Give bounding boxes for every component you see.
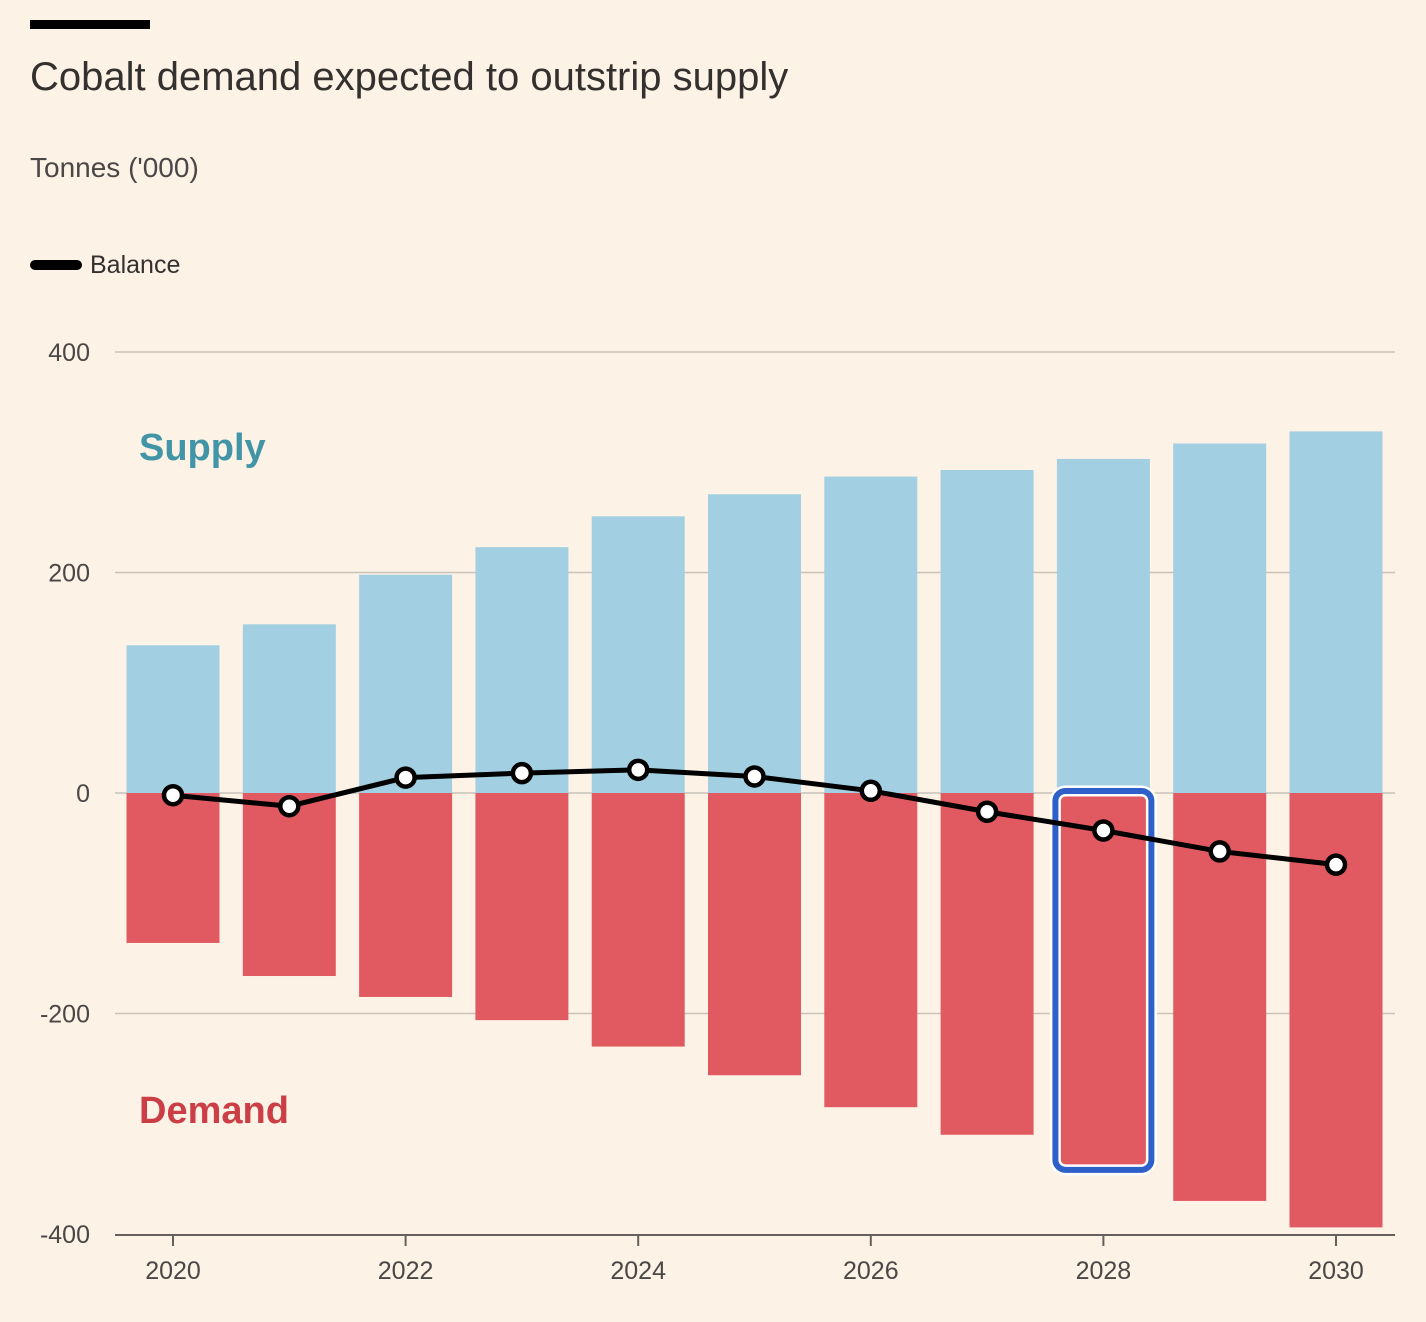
supply-bar bbox=[940, 469, 1034, 793]
y-tick-label: 200 bbox=[48, 560, 90, 588]
x-axis: 2020 2022 2024 2026 2028 2030 bbox=[115, 1234, 1395, 1285]
series-labels: Supply Demand bbox=[139, 427, 289, 1132]
legend: Balance bbox=[30, 248, 180, 282]
demand-bar bbox=[940, 793, 1034, 1135]
highlight bbox=[1049, 785, 1157, 1176]
x-tick-label: 2022 bbox=[378, 1257, 434, 1285]
x-tick-label: 2026 bbox=[843, 1257, 899, 1285]
supply-bar bbox=[242, 624, 336, 793]
balance-legend-swatch bbox=[30, 260, 82, 270]
balance-point bbox=[161, 783, 185, 807]
x-tick-label: 2028 bbox=[1076, 1257, 1132, 1285]
y-axis-labels: 400 200 0 -200 -400 bbox=[40, 339, 90, 1249]
chart-title: Cobalt demand expected to outstrip suppl… bbox=[30, 55, 789, 99]
x-tick-label: 2024 bbox=[610, 1257, 666, 1285]
demand-bar bbox=[359, 793, 453, 997]
y-tick-label: 400 bbox=[48, 339, 90, 367]
y-tick-label: -200 bbox=[40, 1001, 90, 1029]
balance-point bbox=[859, 779, 883, 803]
demand-bar bbox=[591, 793, 685, 1047]
demand-bar bbox=[1056, 793, 1150, 1168]
balance-point bbox=[743, 765, 766, 788]
demand-bar bbox=[126, 793, 220, 943]
supply-bar bbox=[359, 574, 453, 793]
supply-bar bbox=[708, 494, 801, 793]
x-tick-label: 2030 bbox=[1308, 1257, 1364, 1285]
demand-bar bbox=[475, 793, 569, 1021]
demand-bar bbox=[708, 793, 801, 1076]
demand-bars bbox=[126, 793, 1383, 1228]
demand-bar bbox=[242, 793, 336, 977]
balance-point bbox=[1208, 840, 1231, 863]
supply-label: Supply bbox=[139, 427, 266, 469]
supply-bar bbox=[1056, 458, 1150, 793]
supply-bar bbox=[1289, 431, 1383, 793]
balance-point bbox=[626, 758, 650, 782]
supply-bar bbox=[475, 547, 569, 793]
y-tick-label: -400 bbox=[40, 1221, 90, 1249]
supply-bar bbox=[824, 476, 918, 793]
demand-label: Demand bbox=[139, 1090, 289, 1132]
balance-point bbox=[394, 766, 417, 789]
balance-point bbox=[1324, 853, 1348, 876]
chart-subtitle: Tonnes ('000) bbox=[30, 152, 199, 183]
supply-bar bbox=[591, 516, 685, 793]
y-tick-label: 0 bbox=[76, 780, 90, 808]
demand-bar bbox=[824, 793, 918, 1108]
highlight-box bbox=[1052, 788, 1155, 1173]
balance-point bbox=[278, 794, 301, 818]
top-rule bbox=[30, 20, 150, 29]
supply-bars bbox=[126, 431, 1383, 793]
balance-point bbox=[1092, 819, 1115, 842]
supply-bar bbox=[126, 645, 220, 793]
balance-line-group bbox=[161, 758, 1348, 876]
balance-point bbox=[975, 800, 999, 823]
balance-point bbox=[510, 761, 534, 785]
x-tick-label: 2020 bbox=[145, 1257, 201, 1285]
supply-bar bbox=[1173, 443, 1267, 793]
balance-legend-label: Balance bbox=[90, 250, 181, 279]
